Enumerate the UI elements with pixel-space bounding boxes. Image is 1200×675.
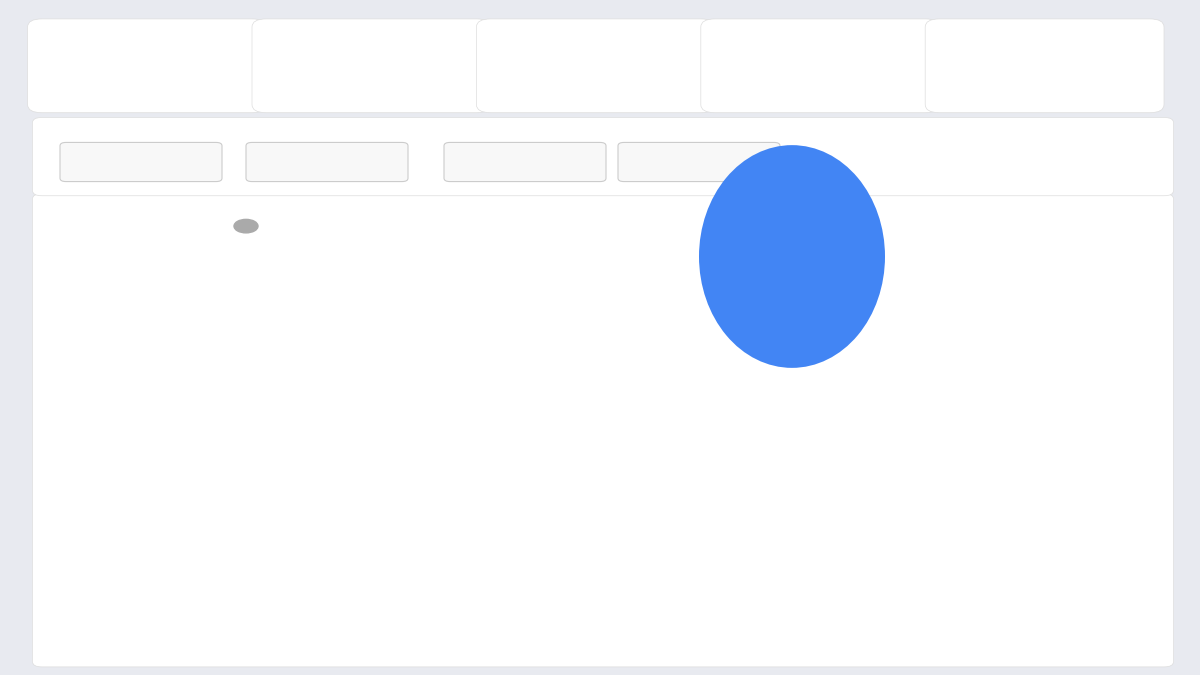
Bar [751,269,787,300]
Circle shape [782,353,797,374]
Text: E-reader: E-reader [961,78,1006,88]
Text: United States ▾: United States ▾ [88,154,176,167]
Bar [751,307,787,338]
Text: Pocketbook Touc...: Pocketbook Touc... [754,50,862,63]
Text: Web Search ▾: Web Search ▾ [650,154,730,167]
Text: ⬇: ⬇ [1048,219,1060,234]
Text: E-reader: E-reader [737,78,781,88]
Bar [751,232,787,263]
Text: E-reader: E-reader [64,78,108,88]
Text: Average: Average [96,649,143,659]
Text: Amazon Kindle: Amazon Kindle [80,50,168,63]
Text: Tolino Shine 4 Ere...: Tolino Shine 4 Ere... [978,50,1094,63]
Bar [792,269,828,300]
Text: Barnes & Noble N...: Barnes & Noble N... [305,50,420,63]
Text: E-reader: E-reader [512,78,557,88]
Text: Tablet computer: Tablet computer [288,78,373,88]
Bar [792,307,828,338]
Text: Interest over time: Interest over time [78,217,227,235]
Text: Past 12 months ▾: Past 12 months ▾ [268,154,368,167]
Bar [107,409,132,621]
Text: Onyx Boox: Onyx Boox [529,50,593,63]
Text: Amazon Kindle: Amazon Kindle [900,322,1110,346]
Bar [749,205,830,347]
Bar [107,610,132,621]
Text: All categories ▾: All categories ▾ [470,154,562,167]
Text: ⟨⟩: ⟨⟩ [1081,219,1093,234]
Bar [792,232,828,263]
Text: ?: ? [244,221,248,231]
Text: ⤢: ⤢ [1116,219,1126,234]
FancyBboxPatch shape [733,175,846,376]
